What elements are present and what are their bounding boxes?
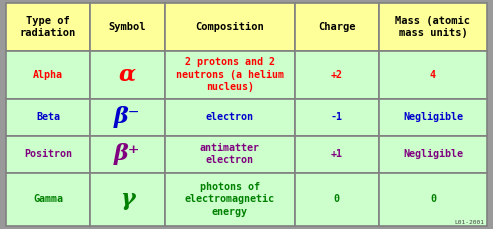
Text: α: α	[119, 64, 136, 86]
Text: Positron: Positron	[24, 149, 72, 159]
Text: electron: electron	[206, 112, 254, 122]
Bar	[165, 3, 295, 51]
Bar	[295, 51, 379, 99]
Text: +2: +2	[331, 70, 343, 80]
Text: Negligible: Negligible	[403, 149, 463, 159]
Bar	[379, 173, 487, 226]
Text: photons of
electromagnetic
energy: photons of electromagnetic energy	[185, 182, 275, 217]
Text: L01-2001: L01-2001	[455, 220, 485, 225]
Bar	[295, 136, 379, 173]
Text: Beta: Beta	[36, 112, 60, 122]
Text: antimatter
electron: antimatter electron	[200, 143, 260, 165]
Bar	[165, 51, 295, 99]
Text: β⁻: β⁻	[114, 106, 141, 128]
Bar	[6, 99, 90, 136]
Bar	[295, 3, 379, 51]
Bar	[379, 51, 487, 99]
Text: Alpha: Alpha	[33, 70, 63, 80]
Bar	[90, 99, 165, 136]
Bar	[6, 3, 90, 51]
Text: Composition: Composition	[195, 22, 264, 32]
Bar	[90, 51, 165, 99]
Bar	[6, 136, 90, 173]
Bar	[379, 99, 487, 136]
Text: +1: +1	[331, 149, 343, 159]
Bar	[165, 99, 295, 136]
Text: 0: 0	[334, 194, 340, 204]
Text: -1: -1	[331, 112, 343, 122]
Text: Mass (atomic
mass units): Mass (atomic mass units)	[395, 16, 470, 38]
Bar	[90, 173, 165, 226]
Text: Type of
radiation: Type of radiation	[20, 16, 76, 38]
Bar	[90, 136, 165, 173]
Bar	[6, 51, 90, 99]
Bar	[295, 173, 379, 226]
Text: β⁺: β⁺	[114, 143, 141, 165]
Bar	[90, 3, 165, 51]
Text: Charge: Charge	[318, 22, 355, 32]
Text: 0: 0	[430, 194, 436, 204]
Text: Negligible: Negligible	[403, 112, 463, 122]
Bar	[165, 136, 295, 173]
Text: Symbol: Symbol	[108, 22, 146, 32]
Bar	[295, 99, 379, 136]
Bar	[6, 173, 90, 226]
Bar	[379, 3, 487, 51]
Bar	[379, 136, 487, 173]
Text: 4: 4	[430, 70, 436, 80]
Text: Gamma: Gamma	[33, 194, 63, 204]
Text: 2 protons and 2
neutrons (a helium
nucleus): 2 protons and 2 neutrons (a helium nucle…	[176, 57, 283, 92]
Bar	[165, 173, 295, 226]
Text: γ: γ	[120, 188, 135, 210]
